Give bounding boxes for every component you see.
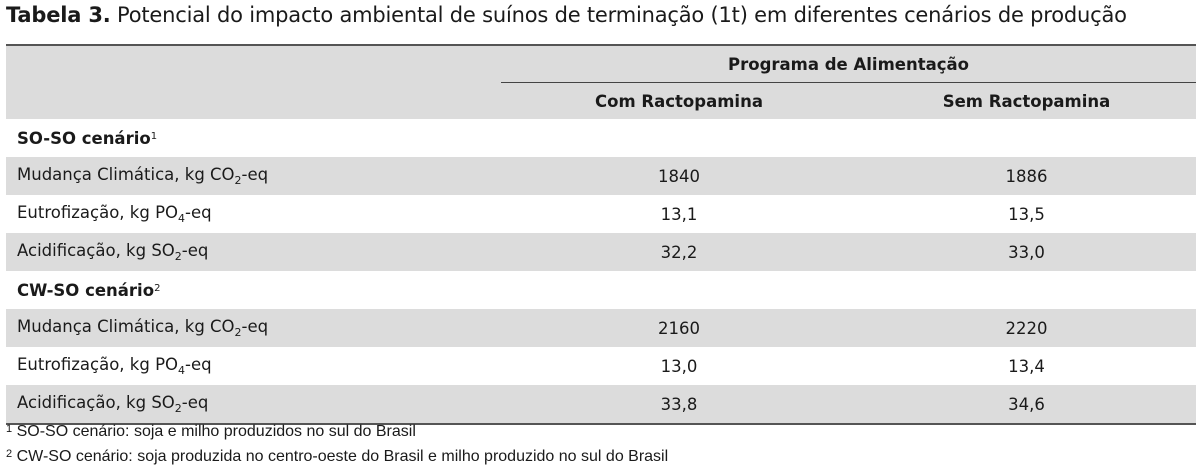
cell-com-ractopamina: 13,0 (660, 356, 698, 376)
row-label-suffix: -eq (241, 165, 269, 184)
table-row: Acidificação, kg SO2-eq 33,8 34,6 (6, 385, 1196, 425)
section-title: SO-SO cenário1 (6, 119, 501, 157)
header-col-sem-ractopamina: Sem Ractopamina (857, 82, 1196, 119)
table-row: Mudança Climática, kg CO2-eq 1840 1886 (6, 157, 1196, 195)
section-title-text: CW-SO cenário (17, 280, 155, 300)
row-label-text: Mudança Climática, kg CO (17, 165, 235, 184)
table-caption-text: Potencial do impacto ambiental de suínos… (110, 3, 1127, 27)
header-empty-cell (6, 44, 501, 119)
footnote-1-text: SO-SO cenário: soja e milho produzidos n… (12, 423, 416, 440)
row-label-text: Mudança Climática, kg CO (17, 317, 235, 336)
row-label-subscript: 2 (234, 326, 242, 339)
row-label-suffix: -eq (185, 355, 212, 374)
footnote-1-mark: 1 (6, 423, 13, 435)
row-label-text: Eutrofização, kg PO (17, 203, 179, 222)
table-caption-label: Tabela 3. (6, 3, 111, 27)
section-note-mark: 1 (150, 130, 158, 142)
cell-sem-ractopamina: 34,6 (857, 385, 1196, 425)
row-label: Acidificação, kg SO2-eq (6, 233, 501, 271)
header-row-group: Programa de Alimentação (6, 44, 1196, 119)
cell-com-ractopamina: 33,8 (501, 385, 857, 425)
cell-sem-ractopamina: 2220 (1005, 318, 1048, 338)
row-label-suffix: -eq (181, 241, 209, 260)
footnote-1: 1 SO-SO cenário: soja e milho produzidos… (6, 423, 416, 441)
cell-com-ractopamina: 13,1 (660, 204, 698, 224)
row-label-suffix: -eq (181, 393, 209, 412)
row-label-subscript: 2 (174, 250, 182, 263)
row-label-subscript: 2 (234, 174, 242, 187)
row-label-suffix: -eq (185, 203, 212, 222)
table-row: Eutrofização, kg PO4-eq 13,1 13,5 (6, 195, 1196, 233)
section-title-text: SO-SO cenário (17, 128, 151, 148)
row-label: Eutrofização, kg PO4-eq (6, 347, 501, 385)
cell-sem-ractopamina: 33,0 (1008, 242, 1045, 262)
section-row: SO-SO cenário1 (6, 119, 1196, 157)
row-label-text: Acidificação, kg SO (17, 393, 175, 412)
cell-com-ractopamina: 32,2 (660, 242, 698, 262)
row-label-subscript: 4 (178, 212, 186, 225)
cell-sem-ractopamina: 13,5 (1008, 204, 1045, 224)
header-group-label: Programa de Alimentação (501, 44, 1196, 83)
empty-cell (501, 119, 857, 157)
cell-sem-ractopamina: 1886 (1005, 166, 1048, 186)
row-label-subscript: 4 (178, 364, 186, 377)
row-label-subscript: 2 (174, 402, 182, 415)
table-body: SO-SO cenário1 Mudança Climática, kg CO2-… (6, 119, 1196, 425)
impact-table: Programa de Alimentação Com Ractopamina … (6, 44, 1196, 425)
section-title: CW-SO cenário2 (6, 271, 501, 309)
empty-cell (857, 119, 1196, 157)
row-label: Mudança Climática, kg CO2-eq (6, 157, 501, 195)
cell-sem-ractopamina: 13,4 (1008, 356, 1045, 376)
section-note-mark: 2 (154, 282, 161, 294)
cell-com-ractopamina: 1840 (658, 166, 700, 186)
footnote-2: 2 CW-SO cenário: soja produzida no centr… (6, 448, 668, 466)
cell-com-ractopamina: 2160 (658, 318, 700, 338)
empty-cell (857, 271, 1196, 309)
row-label-suffix: -eq (241, 317, 269, 336)
section-row: CW-SO cenário2 (6, 271, 1196, 309)
empty-cell (501, 271, 857, 309)
table-row: Eutrofização, kg PO4-eq 13,0 13,4 (6, 347, 1196, 385)
header-col-com-ractopamina: Com Ractopamina (501, 82, 857, 119)
table-caption: Tabela 3. Potencial do impacto ambiental… (6, 3, 1127, 27)
table-row: Acidificação, kg SO2-eq 32,2 33,0 (6, 233, 1196, 271)
footnote-2-text: CW-SO cenário: soja produzida no centro-… (12, 448, 669, 465)
row-label-text: Acidificação, kg SO (17, 241, 175, 260)
row-label: Eutrofização, kg PO4-eq (6, 195, 501, 233)
row-label: Mudança Climática, kg CO2-eq (6, 309, 501, 347)
footnote-2-mark: 2 (6, 448, 13, 460)
table-row: Mudança Climática, kg CO2-eq 2160 2220 (6, 309, 1196, 347)
row-label: Acidificação, kg SO2-eq (6, 385, 501, 425)
row-label-text: Eutrofização, kg PO (17, 355, 179, 374)
